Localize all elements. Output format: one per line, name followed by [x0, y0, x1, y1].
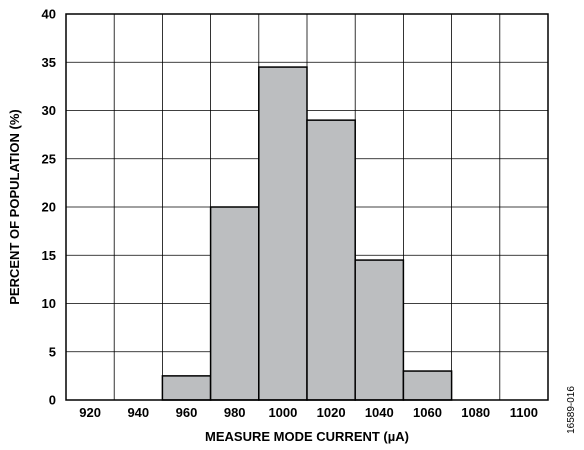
x-tick-label: 1040 [365, 405, 394, 420]
x-tick-label: 1020 [317, 405, 346, 420]
y-tick-label: 35 [42, 55, 56, 70]
plot-frame [65, 13, 549, 401]
x-tick-labels: 920 940 960 980 1000 1020 1040 1060 1080 1100 [79, 405, 538, 420]
figure-id: 16589-016 [566, 386, 577, 434]
bar-1060 [402, 370, 453, 401]
x-tick-label: 1080 [461, 405, 490, 420]
bar-1040 [354, 259, 405, 401]
y-tick-label: 25 [42, 151, 56, 166]
x-tick-label: 980 [224, 405, 246, 420]
bar-980 [209, 206, 260, 401]
bar-1000 [258, 66, 308, 401]
y-tick-label: 20 [42, 200, 56, 215]
x-tick-label: 1000 [268, 405, 297, 420]
y-tick-label: 5 [49, 344, 56, 359]
x-tick-label: 920 [79, 405, 101, 420]
y-tick-label: 15 [42, 248, 56, 263]
bars [161, 66, 453, 401]
bar-960 [161, 375, 212, 401]
x-axis-title: MEASURE MODE CURRENT (µA) [205, 429, 409, 444]
y-tick-labels: 0 5 10 15 20 25 30 35 40 [42, 7, 56, 408]
y-tick-label: 40 [42, 7, 56, 22]
x-tick-label: 1100 [510, 405, 538, 420]
y-tick-label: 10 [42, 296, 56, 311]
bar-1020 [306, 119, 356, 401]
y-tick-label: 30 [42, 103, 56, 118]
x-tick-label: 940 [127, 405, 149, 420]
y-axis-title: PERCENT OF POPULATION (%) [7, 109, 22, 304]
y-tick-label: 0 [49, 393, 56, 408]
x-tick-label: 960 [176, 405, 198, 420]
x-tick-label: 1060 [413, 405, 442, 420]
